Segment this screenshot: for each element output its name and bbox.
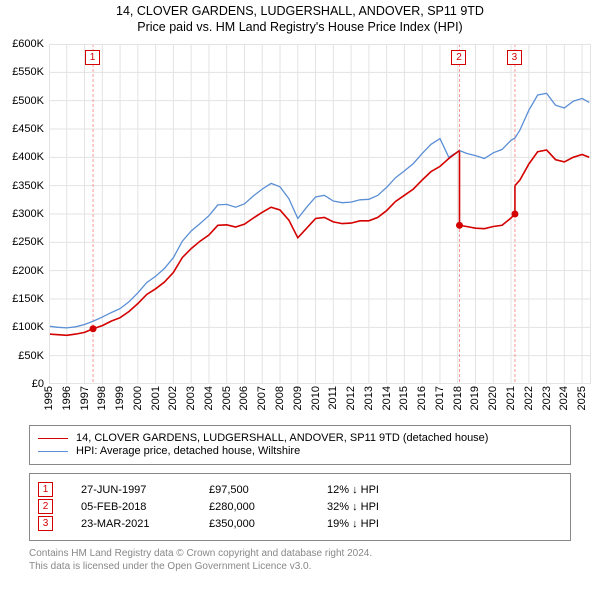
x-axis-labels: 1995199619971998199920002001200220032004… — [49, 386, 591, 424]
sale-date: 23-MAR-2021 — [81, 518, 181, 530]
x-tick-label: 2000 — [132, 386, 144, 410]
sale-row: 2 05-FEB-2018 £280,000 32% ↓ HPI — [38, 499, 562, 514]
legend-swatch-icon — [38, 438, 68, 439]
x-tick-label: 2003 — [185, 386, 197, 410]
y-tick-label: £450K — [0, 123, 44, 135]
sale-row: 3 23-MAR-2021 £350,000 19% ↓ HPI — [38, 516, 562, 531]
x-tick-label: 2010 — [310, 386, 322, 410]
sale-diff: 32% ↓ HPI — [327, 501, 379, 513]
y-tick-label: £100K — [0, 321, 44, 333]
x-tick-label: 2008 — [274, 386, 286, 410]
titles: 14, CLOVER GARDENS, LUDGERSHALL, ANDOVER… — [0, 0, 600, 34]
y-tick-label: £200K — [0, 265, 44, 277]
x-tick-label: 2016 — [416, 386, 428, 410]
x-tick-label: 2001 — [150, 386, 162, 410]
y-tick-label: £250K — [0, 236, 44, 248]
x-tick-label: 2020 — [487, 386, 499, 410]
y-tick-label: £500K — [0, 95, 44, 107]
chart-container: 14, CLOVER GARDENS, LUDGERSHALL, ANDOVER… — [0, 0, 600, 590]
x-tick-label: 2024 — [558, 386, 570, 410]
plot-area: 1 2 3 — [49, 44, 591, 384]
x-tick-label: 2015 — [398, 386, 410, 410]
sale-date: 27-JUN-1997 — [81, 484, 181, 496]
legend-label: 14, CLOVER GARDENS, LUDGERSHALL, ANDOVER… — [76, 432, 488, 444]
x-tick-label: 2009 — [292, 386, 304, 410]
y-axis-labels: £0£50K£100K£150K£200K£250K£300K£350K£400… — [0, 44, 46, 384]
y-tick-label: £150K — [0, 293, 44, 305]
x-tick-label: 2018 — [452, 386, 464, 410]
legend-label: HPI: Average price, detached house, Wilt… — [76, 445, 300, 457]
y-tick-label: £300K — [0, 208, 44, 220]
legend: 14, CLOVER GARDENS, LUDGERSHALL, ANDOVER… — [29, 425, 571, 465]
sale-badge-3: 3 — [38, 516, 53, 531]
y-tick-label: £50K — [0, 350, 44, 362]
sale-badge-1: 1 — [38, 482, 53, 497]
sale-diff: 19% ↓ HPI — [327, 518, 379, 530]
x-tick-label: 2007 — [256, 386, 268, 410]
x-tick-label: 2017 — [434, 386, 446, 410]
chart-subtitle: Price paid vs. HM Land Registry's House … — [0, 20, 600, 34]
x-tick-label: 2025 — [576, 386, 588, 410]
x-tick-label: 2019 — [469, 386, 481, 410]
credit-line: This data is licensed under the Open Gov… — [29, 561, 571, 574]
marker-badge-1: 1 — [85, 50, 100, 65]
x-tick-label: 2006 — [238, 386, 250, 410]
legend-item-hpi: HPI: Average price, detached house, Wilt… — [38, 445, 562, 457]
y-tick-label: £600K — [0, 38, 44, 50]
x-tick-label: 1998 — [96, 386, 108, 410]
x-tick-label: 2011 — [327, 386, 339, 410]
y-tick-label: £400K — [0, 151, 44, 163]
y-tick-label: £550K — [0, 66, 44, 78]
sale-diff: 12% ↓ HPI — [327, 484, 379, 496]
sale-price: £280,000 — [209, 501, 299, 513]
x-tick-label: 2012 — [345, 386, 357, 410]
x-tick-label: 2023 — [541, 386, 553, 410]
sale-price: £350,000 — [209, 518, 299, 530]
legend-item-property: 14, CLOVER GARDENS, LUDGERSHALL, ANDOVER… — [38, 432, 562, 444]
sale-row: 1 27-JUN-1997 £97,500 12% ↓ HPI — [38, 482, 562, 497]
x-tick-label: 2013 — [363, 386, 375, 410]
marker-badge-3: 3 — [507, 50, 522, 65]
y-tick-label: £0 — [0, 378, 44, 390]
sale-price: £97,500 — [209, 484, 299, 496]
x-tick-label: 2022 — [523, 386, 535, 410]
x-tick-label: 1999 — [114, 386, 126, 410]
plot-svg — [49, 44, 591, 384]
x-tick-label: 1997 — [79, 386, 91, 410]
sale-badge-2: 2 — [38, 499, 53, 514]
credit-line: Contains HM Land Registry data © Crown c… — [29, 548, 571, 561]
sale-date: 05-FEB-2018 — [81, 501, 181, 513]
chart-title: 14, CLOVER GARDENS, LUDGERSHALL, ANDOVER… — [0, 4, 600, 18]
legend-swatch-icon — [38, 451, 68, 452]
x-tick-label: 1995 — [43, 386, 55, 410]
x-tick-label: 2014 — [381, 386, 393, 410]
x-tick-label: 2005 — [221, 386, 233, 410]
x-tick-label: 2021 — [505, 386, 517, 410]
x-tick-label: 2004 — [203, 386, 215, 410]
y-tick-label: £350K — [0, 180, 44, 192]
x-tick-label: 1996 — [61, 386, 73, 410]
x-tick-label: 2002 — [167, 386, 179, 410]
sales-table: 1 27-JUN-1997 £97,500 12% ↓ HPI 2 05-FEB-2018… — [29, 473, 571, 541]
marker-badge-2: 2 — [451, 50, 466, 65]
credit: Contains HM Land Registry data © Crown c… — [29, 548, 571, 573]
